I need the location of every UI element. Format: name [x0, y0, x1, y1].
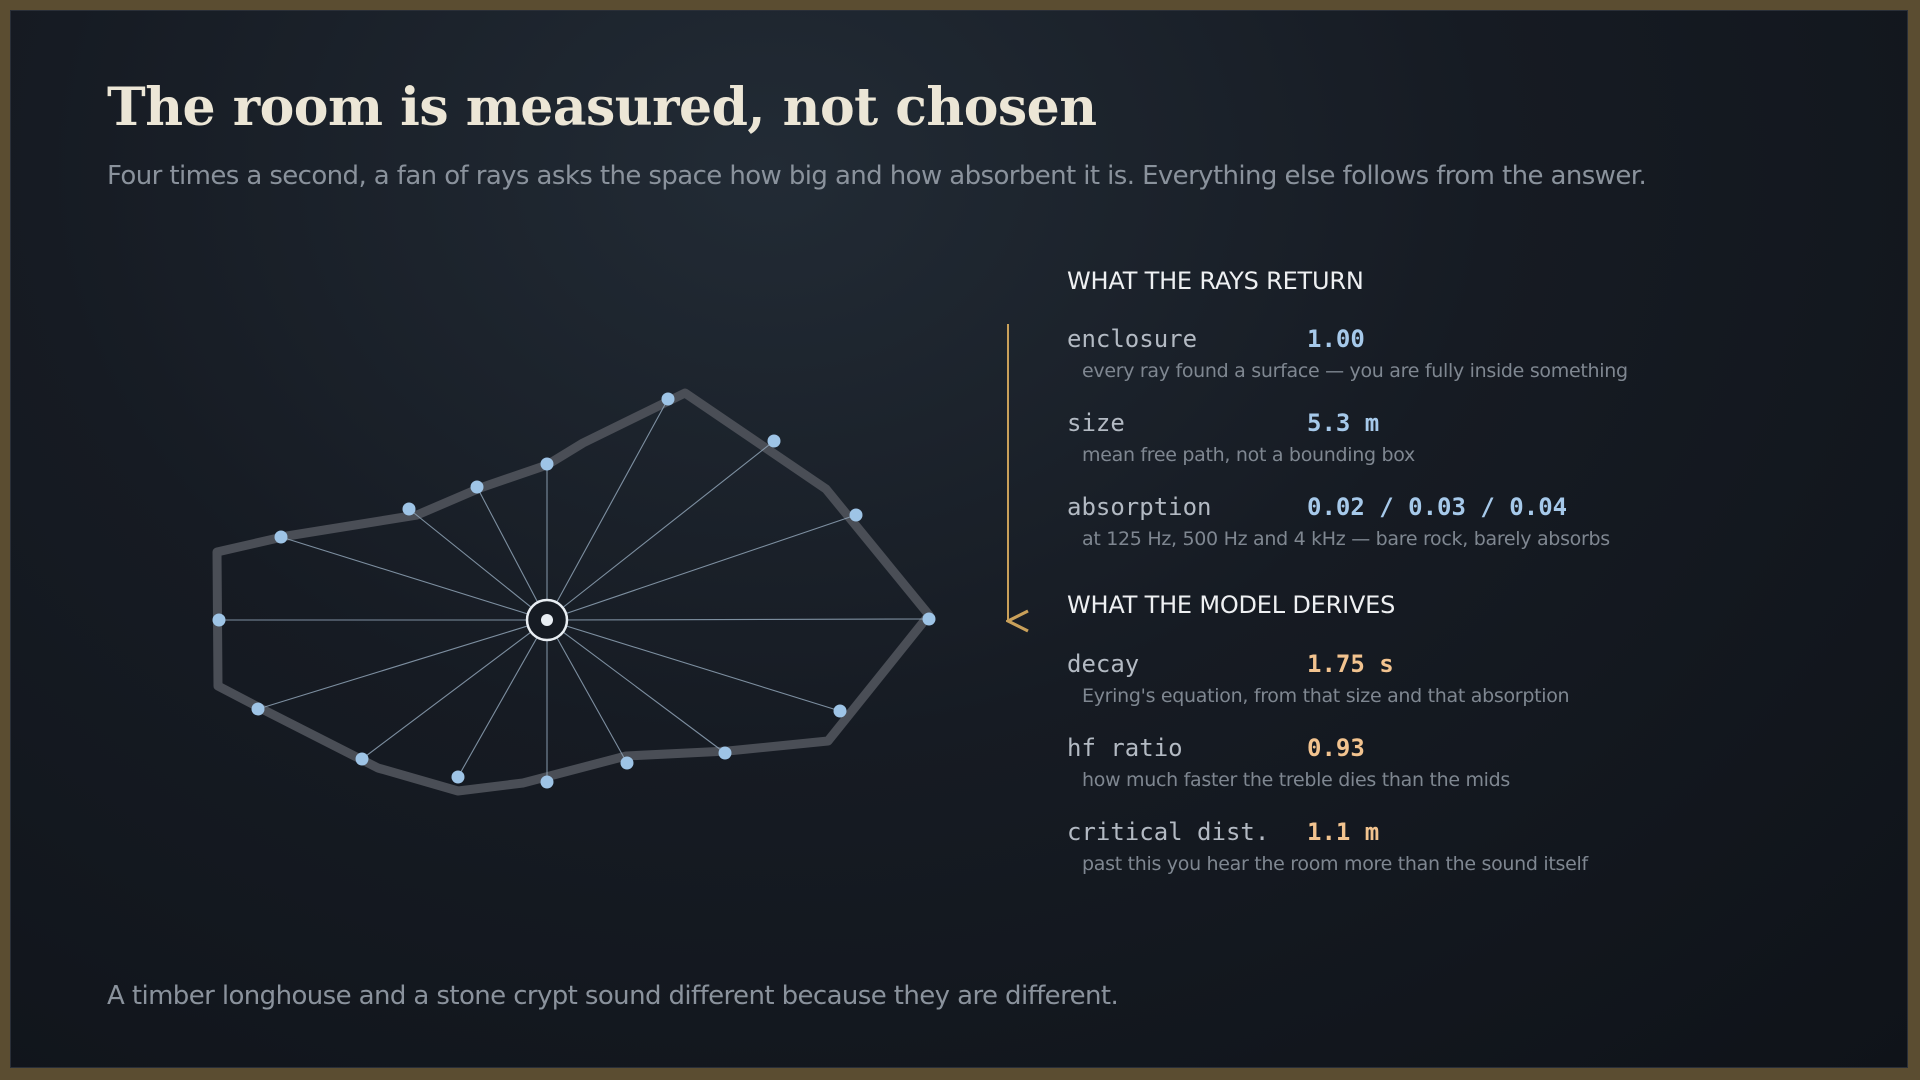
metric-row-hf-ratio: hf ratio 0.93 how much faster the treble…	[1067, 734, 1827, 804]
metric-value: 1.1 m	[1307, 818, 1380, 846]
metric-note: mean free path, not a bounding box	[1082, 444, 1415, 466]
hit-point	[620, 756, 634, 770]
ray-line	[546, 619, 628, 764]
hit-point	[661, 392, 675, 406]
metric-key: decay	[1067, 650, 1140, 678]
metric-row-critical-distance: critical dist. 1.1 m past this you hear …	[1067, 818, 1827, 888]
metric-note: how much faster the treble dies than the…	[1082, 769, 1511, 791]
ray-line	[546, 398, 669, 621]
metric-note: Eyring's equation, from that size and th…	[1082, 685, 1570, 707]
metric-key: absorption	[1067, 493, 1212, 521]
footer-caption: A timber longhouse and a stone crypt sou…	[107, 981, 1119, 1011]
hit-point	[922, 612, 936, 626]
metric-row-absorption: absorption 0.02 / 0.03 / 0.04 at 125 Hz,…	[1067, 493, 1827, 563]
hit-point	[451, 770, 465, 784]
hit-point	[402, 502, 416, 516]
page-title: The room is measured, not chosen	[107, 77, 1097, 138]
ray-line	[546, 440, 775, 621]
section-heading-returns: WHAT THE RAYS RETURN	[1067, 267, 1364, 295]
hit-point	[540, 775, 554, 789]
ray-line	[546, 618, 930, 621]
rays	[219, 398, 930, 782]
ray-line	[361, 619, 548, 760]
page-subtitle: Four times a second, a fan of rays asks …	[107, 161, 1647, 191]
metric-key: enclosure	[1067, 325, 1198, 353]
metric-row-enclosure: enclosure 1.00 every ray found a surface…	[1067, 325, 1827, 395]
metric-row-size: size 5.3 m mean free path, not a boundin…	[1067, 409, 1827, 479]
hit-point	[849, 508, 863, 522]
hit-points	[212, 392, 936, 789]
hit-point	[274, 530, 288, 544]
metric-note: at 125 Hz, 500 Hz and 4 kHz — bare rock,…	[1082, 528, 1610, 550]
ray-line	[546, 619, 726, 754]
metric-key: hf ratio	[1067, 734, 1183, 762]
metric-row-decay: decay 1.75 s Eyring's equation, from tha…	[1067, 650, 1827, 720]
listener-origin	[525, 598, 569, 642]
ray-line	[546, 514, 857, 621]
hit-point	[470, 480, 484, 494]
metric-key: size	[1067, 409, 1125, 437]
ray-line	[476, 486, 548, 621]
section-heading-derives: WHAT THE MODEL DERIVES	[1067, 591, 1396, 619]
metric-note: past this you hear the room more than th…	[1082, 853, 1588, 875]
hit-point	[355, 752, 369, 766]
hit-point	[833, 704, 847, 718]
ray-line	[457, 619, 548, 778]
hit-point	[212, 613, 226, 627]
ray-fan-diagram	[212, 324, 1909, 796]
metric-value: 0.02 / 0.03 / 0.04	[1307, 493, 1568, 521]
metric-value: 1.00	[1307, 325, 1365, 353]
metric-value: 1.75 s	[1307, 650, 1394, 678]
metric-note: every ray found a surface — you are full…	[1082, 360, 1628, 382]
metric-key: critical dist.	[1067, 818, 1270, 846]
ray-line	[257, 619, 548, 710]
metric-value: 0.93	[1307, 734, 1365, 762]
hit-point	[767, 434, 781, 448]
room-outline	[212, 388, 934, 796]
slide: The room is measured, not chosen Four ti…	[10, 10, 1908, 1068]
ray-line	[280, 536, 548, 621]
ray-line	[546, 619, 841, 712]
ray-line	[408, 508, 548, 621]
hit-point	[251, 702, 265, 716]
hit-point	[718, 746, 732, 760]
metric-value: 5.3 m	[1307, 409, 1380, 437]
hit-point	[540, 457, 554, 471]
